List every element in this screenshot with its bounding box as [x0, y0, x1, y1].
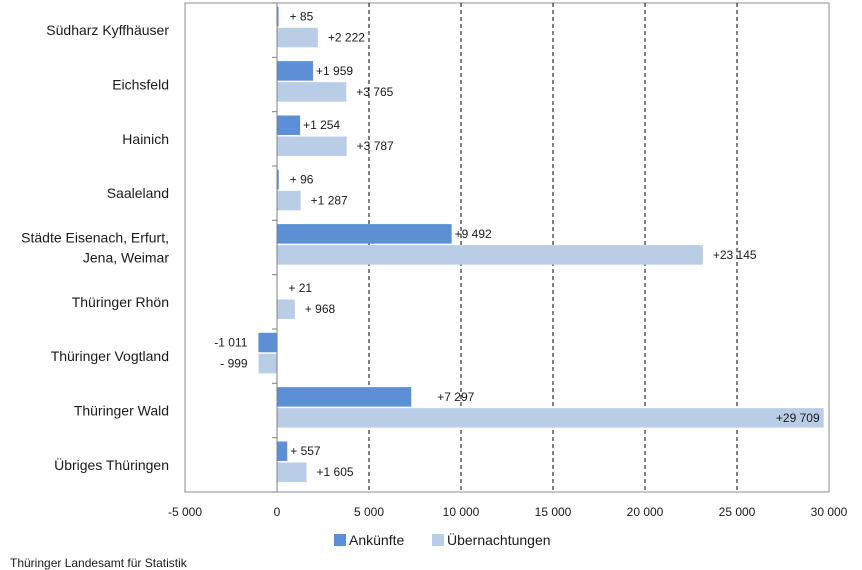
bar-ankuenfte-8: [277, 441, 287, 461]
data-label-uebernachtungen-3: +1 287: [311, 194, 348, 208]
data-label-uebernachtungen-8: +1 605: [317, 465, 354, 479]
category-label-3: Saaleland: [107, 185, 169, 201]
bar-uebernachtungen-1: [277, 82, 346, 102]
category-label-2: Hainich: [122, 131, 169, 147]
category-label-4-line-1: Jena, Weimar: [83, 250, 169, 266]
data-label-ankuenfte-1: +1 959: [316, 64, 353, 78]
category-label-8: Übriges Thüringen: [54, 456, 169, 473]
data-label-ankuenfte-4: +9 492: [455, 227, 492, 241]
x-tick-label-0: -5 000: [168, 505, 202, 519]
category-label-4-line-0: Städte Eisenach, Erfurt,: [21, 230, 169, 246]
bar-uebernachtungen-2: [277, 136, 347, 156]
data-label-ankuenfte-8: + 557: [290, 444, 321, 458]
data-label-uebernachtungen-0: +2 222: [328, 31, 365, 45]
source-note: Thüringer Landesamt für Statistik: [10, 556, 187, 570]
data-label-ankuenfte-2: +1 254: [303, 118, 340, 132]
category-label-0: Südharz Kyffhäuser: [46, 22, 169, 38]
x-tick-label-2: 5 000: [354, 505, 384, 519]
legend-swatch-ankuenfte: [334, 534, 346, 546]
bar-uebernachtungen-6: [259, 354, 277, 374]
data-label-ankuenfte-5: + 21: [288, 281, 312, 295]
bar-ankuenfte-7: [277, 387, 411, 407]
data-label-uebernachtungen-7: +29 709: [776, 411, 820, 425]
data-label-uebernachtungen-6: - 999: [220, 357, 248, 371]
x-tick-label-4: 15 000: [535, 505, 572, 519]
data-label-ankuenfte-3: + 96: [290, 173, 314, 187]
x-tick-label-6: 25 000: [719, 505, 756, 519]
legend-label-uebernachtungen: Übernachtungen: [447, 531, 551, 548]
bar-ankuenfte-1: [277, 61, 313, 80]
data-label-uebernachtungen-2: +3 787: [357, 139, 394, 153]
bar-uebernachtungen-7: [277, 408, 824, 428]
data-label-ankuenfte-7: +7 297: [437, 390, 474, 404]
data-label-uebernachtungen-5: + 968: [305, 302, 336, 316]
category-label-1: Eichsfeld: [112, 77, 169, 93]
legend-label-ankuenfte: Ankünfte: [349, 532, 404, 548]
data-label-uebernachtungen-4: +23 145: [713, 248, 757, 262]
bar-uebernachtungen-4: [277, 245, 703, 265]
bar-ankuenfte-2: [277, 115, 300, 135]
x-tick-label-3: 10 000: [443, 505, 480, 519]
category-label-6: Thüringer Vogtland: [51, 348, 169, 364]
data-label-uebernachtungen-1: +3 765: [356, 85, 393, 99]
bar-uebernachtungen-8: [277, 462, 307, 482]
bar-uebernachtungen-5: [277, 299, 295, 319]
legend-swatch-uebernachtungen: [432, 534, 444, 546]
bar-uebernachtungen-3: [277, 191, 301, 211]
bar-ankuenfte-4: [277, 224, 452, 244]
x-tick-label-1: 0: [274, 505, 281, 519]
bar-uebernachtungen-0: [277, 28, 318, 48]
data-label-ankuenfte-6: -1 011: [214, 336, 247, 350]
data-label-ankuenfte-0: + 85: [290, 10, 314, 24]
category-label-7: Thüringer Wald: [74, 403, 169, 419]
category-label-5: Thüringer Rhön: [72, 294, 169, 310]
x-tick-label-5: 20 000: [627, 505, 664, 519]
x-tick-label-7: 30 000: [811, 505, 848, 519]
bar-ankuenfte-6: [258, 333, 277, 353]
